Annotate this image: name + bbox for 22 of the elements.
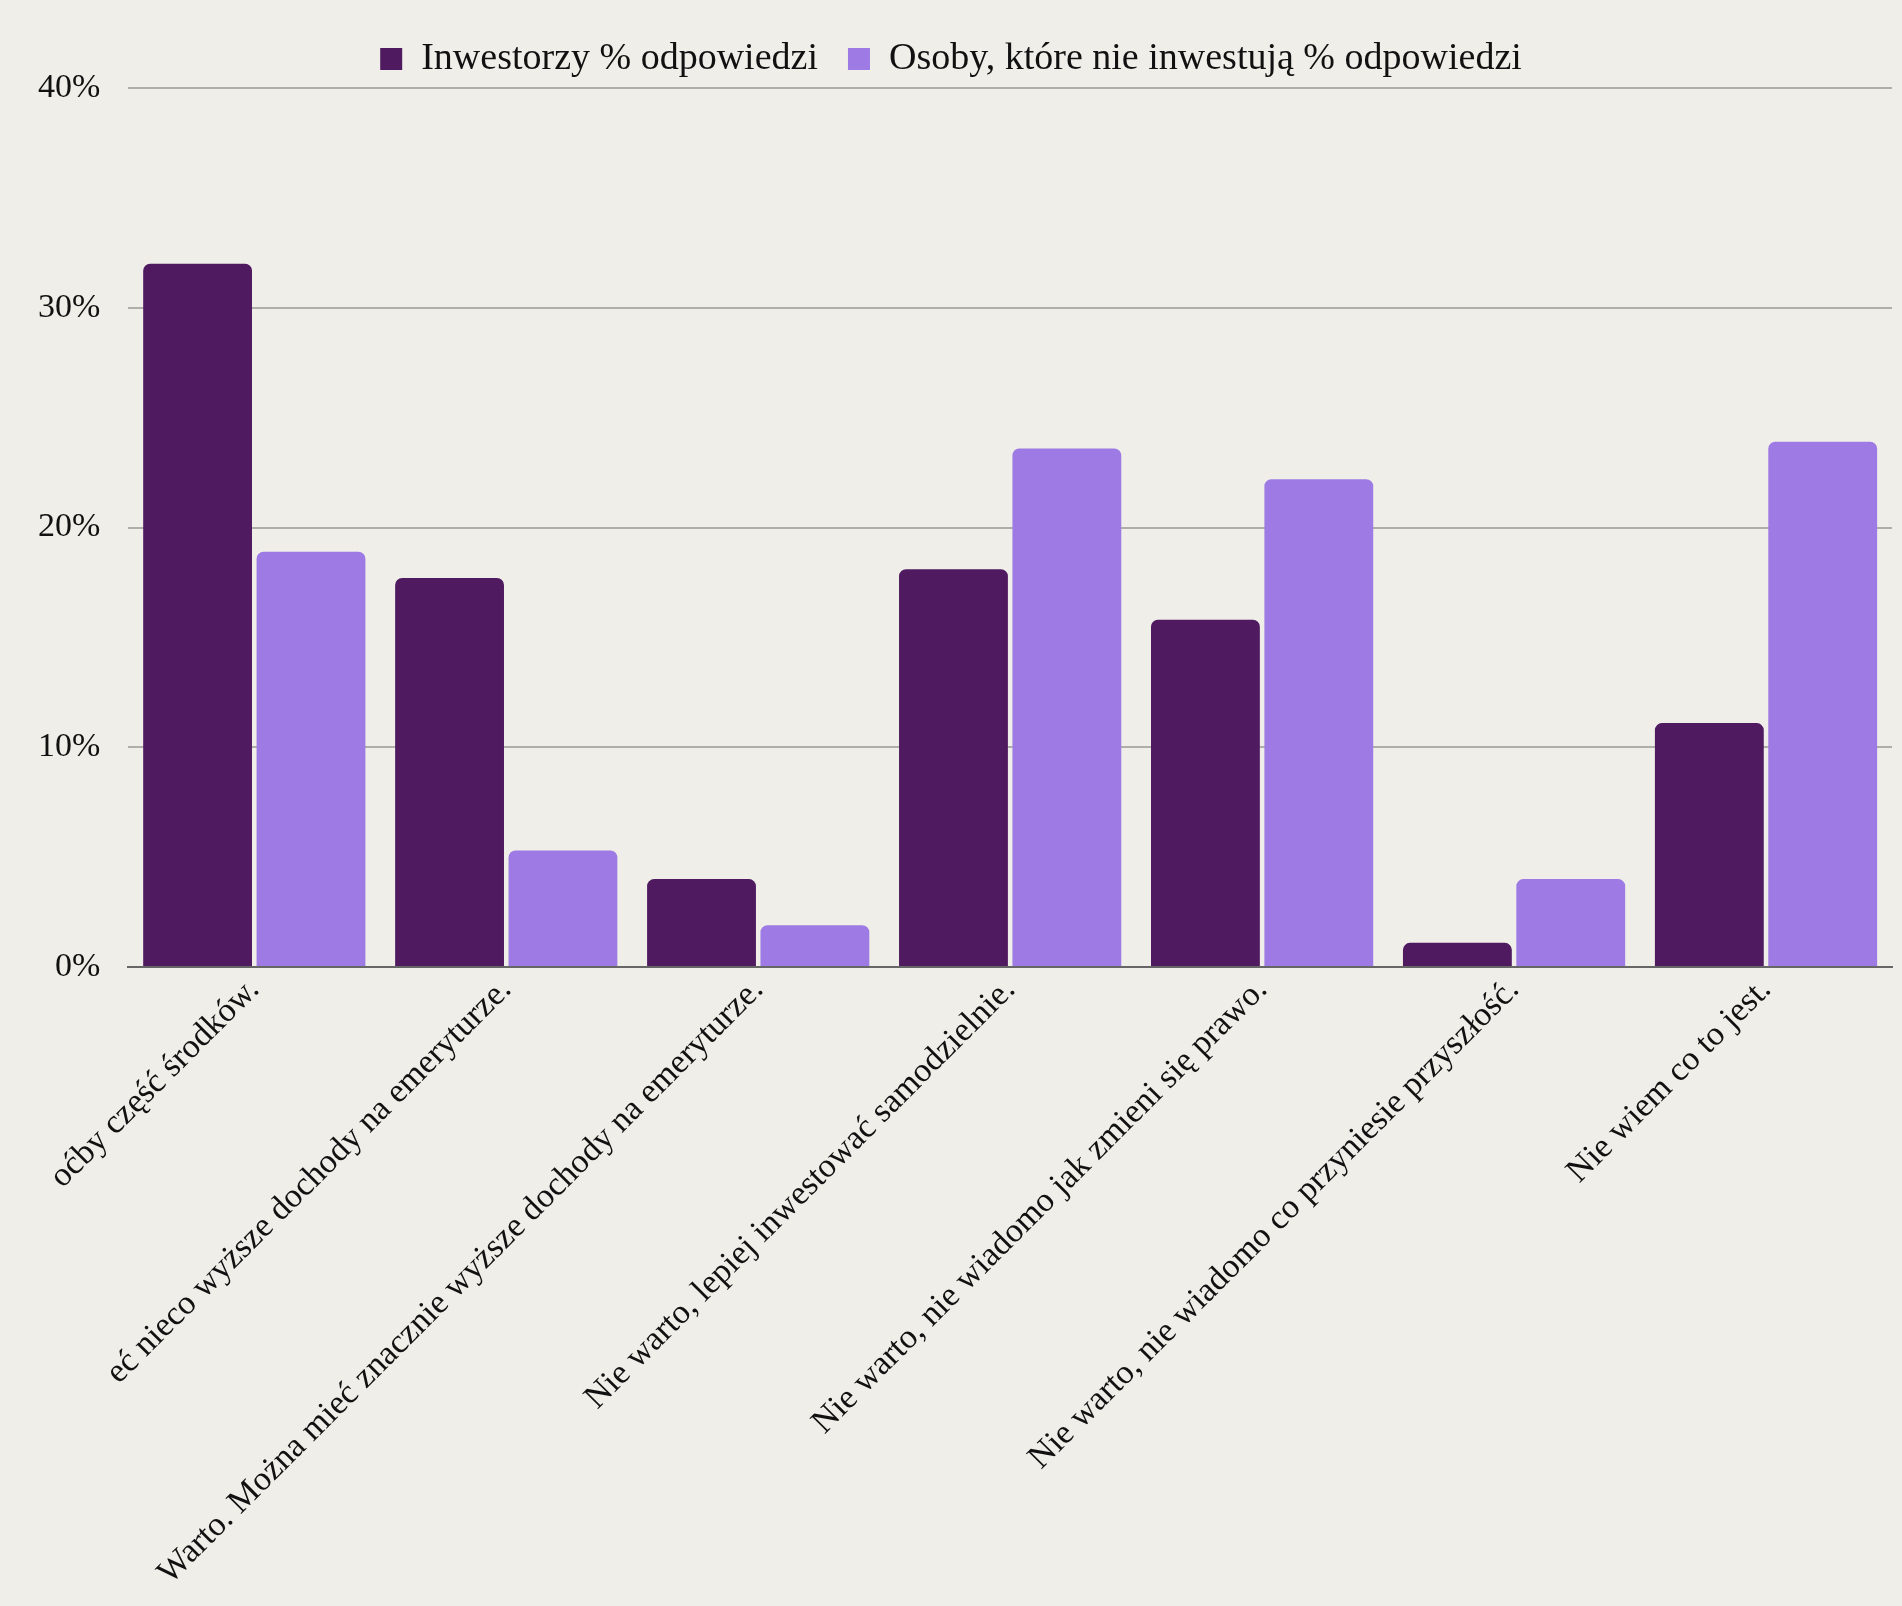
y-tick-label: 30% — [37, 286, 101, 324]
y-tick-label: 20% — [37, 506, 101, 544]
bar — [1402, 942, 1512, 966]
bar — [1654, 723, 1764, 966]
y-tick-label: 0% — [54, 945, 101, 983]
x-tick-label: Nie wiem co to jest. — [1558, 969, 1778, 1189]
bar — [1264, 479, 1374, 966]
bar — [143, 263, 253, 966]
bar — [760, 925, 870, 966]
bar — [256, 551, 366, 966]
bar — [1516, 879, 1626, 966]
y-tick-label: 40% — [37, 66, 101, 104]
bar — [899, 569, 1008, 966]
legend-label: Inwestorzy % odpowiedzi — [421, 34, 818, 77]
y-tick-label: 10% — [37, 726, 101, 764]
bar — [647, 879, 756, 966]
legend-label: Osoby, które nie inwestują % odpowiedzi — [888, 34, 1522, 77]
bar — [1151, 619, 1260, 966]
bar — [395, 578, 504, 966]
bar — [1768, 441, 1878, 966]
bar — [1012, 448, 1122, 966]
bar — [508, 850, 618, 966]
